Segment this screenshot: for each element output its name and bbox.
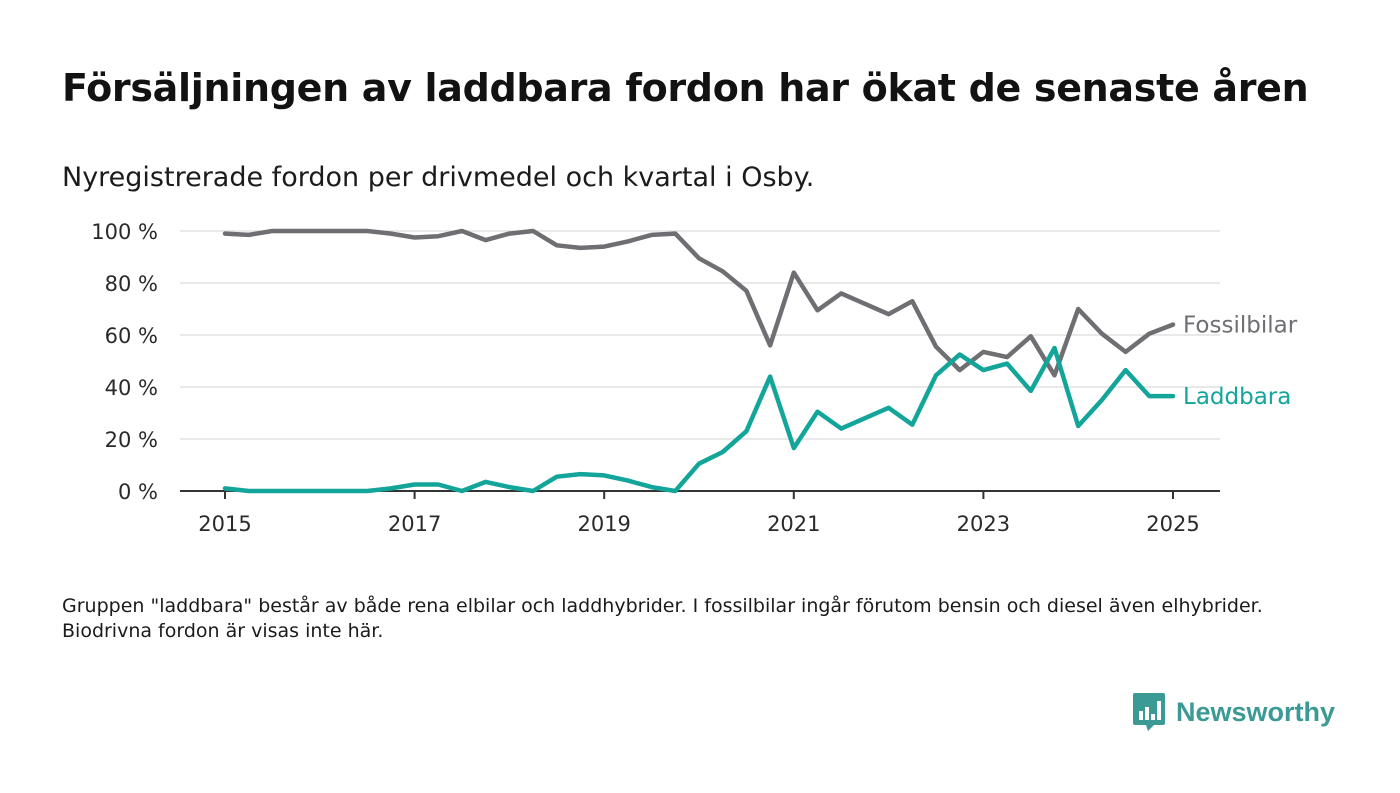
- brand-name: Newsworthy: [1176, 696, 1336, 727]
- brand-logo: Newsworthy: [1132, 692, 1335, 732]
- y-tick-label: 20 %: [105, 428, 158, 452]
- series-label-laddbara: Laddbara: [1183, 384, 1291, 410]
- x-tick-label: 2017: [388, 512, 441, 536]
- x-tick-label: 2015: [198, 512, 251, 536]
- y-axis: 0 % 20 % 40 % 60 % 80 % 100 %: [91, 220, 158, 504]
- series-label-fossilbilar: Fossilbilar: [1183, 313, 1298, 339]
- series-lines: [222, 228, 1176, 494]
- series-labels: Fossilbilar Laddbara: [1183, 313, 1298, 411]
- x-tick-label: 2019: [577, 512, 630, 536]
- series-line-fossilbilar: [222, 228, 1176, 378]
- y-tick-label: 100 %: [91, 220, 158, 244]
- y-tick-label: 60 %: [105, 324, 158, 348]
- series-line-laddbara: [222, 345, 1176, 494]
- x-axis: 2015 2017 2019 2021 2023 2025: [180, 490, 1220, 536]
- y-tick-label: 40 %: [105, 376, 158, 400]
- y-tick-label: 80 %: [105, 272, 158, 296]
- line-chart: 0 % 20 % 40 % 60 % 80 % 100 % 2015 2017 2019 202…: [91, 220, 1298, 536]
- newsworthy-logo-icon: [1133, 693, 1165, 731]
- grid-lines: [180, 230, 1220, 440]
- footnote: Gruppen "laddbara" består av både rena e…: [62, 595, 1263, 642]
- x-tick-label: 2025: [1146, 512, 1199, 536]
- page-title: Försäljningen av laddbara fordon har öka…: [62, 66, 1309, 110]
- x-tick-label: 2021: [767, 512, 820, 536]
- x-tick-label: 2023: [957, 512, 1010, 536]
- chart-subtitle: Nyregistrerade fordon per drivmedel och …: [62, 162, 815, 193]
- y-tick-label: 0 %: [118, 480, 158, 504]
